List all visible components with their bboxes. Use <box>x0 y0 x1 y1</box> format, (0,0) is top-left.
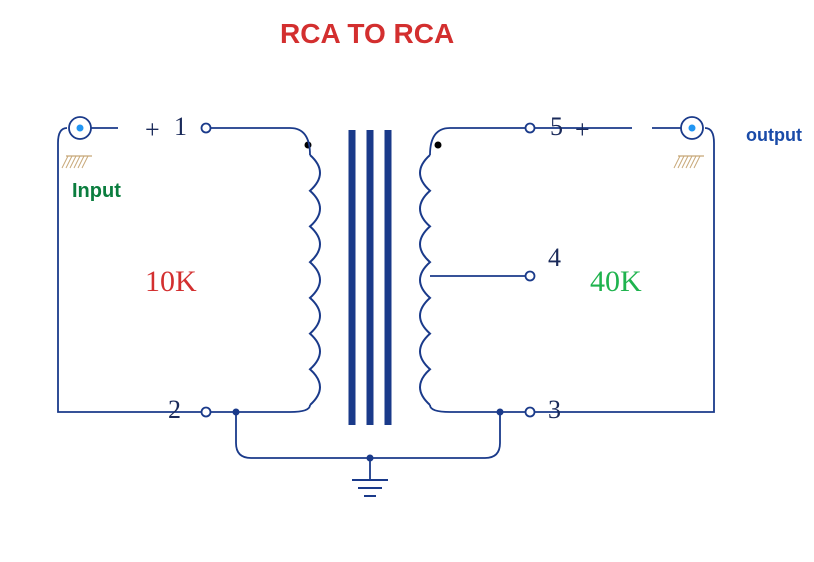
pin4-num: 4 <box>548 243 561 273</box>
pin3-num: 3 <box>548 395 561 425</box>
pin1-sign: + <box>145 115 160 145</box>
pin1-num: 1 <box>174 112 187 142</box>
pin5-num: 5 <box>550 112 563 142</box>
circuit-diagram <box>0 0 814 562</box>
pin2-num: 2 <box>168 395 181 425</box>
input-label: Input <box>72 180 121 203</box>
diagram-title: RCA TO RCA <box>280 18 454 50</box>
output-label: output <box>746 125 802 146</box>
primary-impedance: 10K <box>145 265 197 299</box>
pin5-sign: + <box>575 115 590 145</box>
secondary-impedance: 40K <box>590 265 642 299</box>
